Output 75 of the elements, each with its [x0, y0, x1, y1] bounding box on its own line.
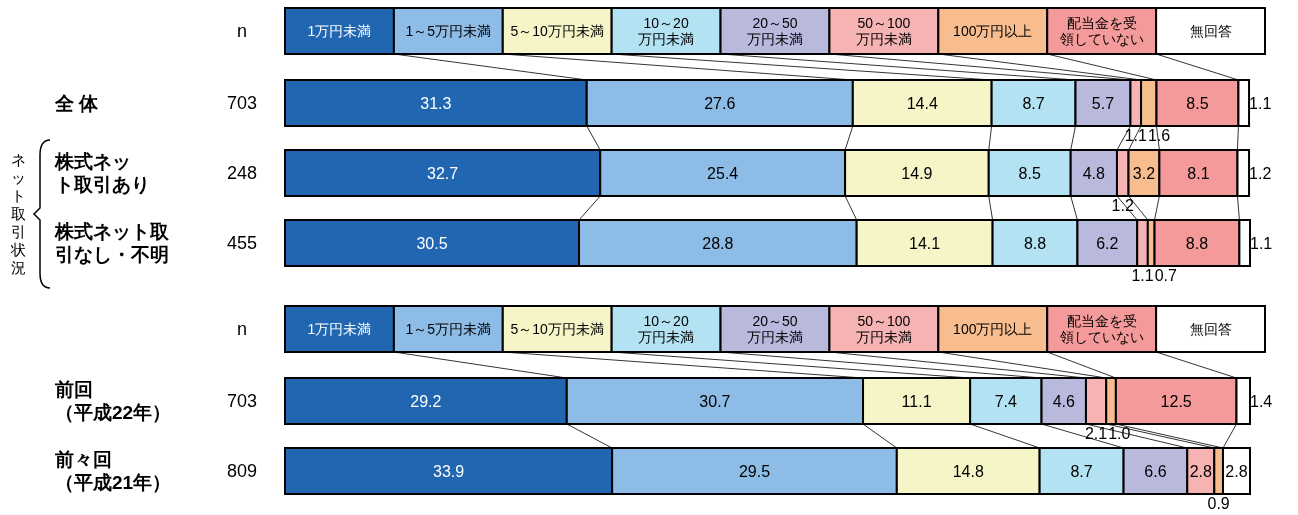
data-label: 0.7 [1154, 266, 1177, 284]
data-label: 1.1 [1131, 266, 1154, 284]
data-label: 27.6 [704, 94, 736, 112]
text: 100万円以上 [953, 23, 1033, 40]
text: n [236, 319, 248, 340]
text: 5～10万円未満 [510, 321, 604, 338]
data-label: 5.7 [1091, 94, 1115, 112]
data-label: 12.5 [1160, 392, 1192, 410]
y-tick-label: 前々回（平成21年） [54, 449, 172, 494]
data-label: 3.2 [1132, 164, 1156, 182]
text: 1～5万円未満 [405, 321, 492, 338]
data-label: 2.8 [1189, 462, 1212, 480]
data-label: 0.9 [1207, 494, 1230, 512]
data-label: 1.1 [1249, 94, 1272, 112]
text: 100万円以上 [953, 321, 1033, 338]
text: 1万円未満 [307, 321, 372, 338]
data-label: 14.9 [901, 164, 933, 182]
data-label: 8.7 [1022, 94, 1045, 112]
data-label: 8.8 [1185, 234, 1209, 252]
data-label: 32.7 [427, 164, 459, 182]
data-label: 14.8 [952, 462, 984, 480]
text: 20～50万円未満 [747, 14, 803, 48]
data-label: 25.4 [707, 164, 739, 182]
data-label: 2.1 [1084, 424, 1108, 442]
data-label: 1.6 [1147, 126, 1171, 144]
data-label: 11.1 [901, 392, 932, 410]
text: 50～100万円未満 [855, 14, 912, 48]
data-label: 8.7 [1070, 462, 1093, 480]
y-tick-label: 株式ネット取引なし・不明 [54, 221, 170, 266]
text: 50～100万円未満 [855, 312, 912, 346]
text: 703 [226, 93, 258, 114]
data-label: 1.2 [1249, 164, 1272, 182]
text: 248 [226, 163, 258, 184]
data-label: 8.5 [1186, 94, 1209, 112]
data-label: 29.5 [738, 462, 771, 480]
text: n [236, 21, 248, 42]
data-label: 4.6 [1052, 392, 1075, 410]
data-label: 31.3 [420, 94, 452, 112]
text: 10～20万円未満 [638, 312, 695, 346]
text: 1～5万円未満 [405, 23, 492, 40]
text: 703 [226, 391, 258, 412]
y-tick-label: 株式ネット取引あり [54, 151, 150, 196]
data-label: 1.4 [1250, 392, 1273, 410]
text: 無回答 [1189, 321, 1232, 338]
data-label: 2.8 [1225, 462, 1248, 480]
data-label: 4.8 [1082, 164, 1106, 182]
data-label: 14.1 [909, 234, 941, 252]
data-label: 29.2 [410, 392, 442, 410]
data-label: 14.4 [906, 94, 938, 112]
text: 1万円未満 [307, 23, 372, 40]
text: 20～50万円未満 [747, 312, 803, 346]
data-label: 1.0 [1108, 424, 1131, 442]
data-label: 8.1 [1187, 164, 1210, 182]
data-label: 6.2 [1096, 234, 1119, 252]
text: 809 [226, 461, 258, 482]
data-label: 1.1 [1124, 126, 1147, 144]
text: 10～20万円未満 [638, 14, 695, 48]
data-label: 6.6 [1144, 462, 1167, 480]
data-label: 28.8 [702, 234, 734, 252]
data-label: 8.5 [1018, 164, 1041, 182]
text: 配当金を受領していない [1059, 312, 1144, 346]
text: 455 [226, 233, 258, 254]
text: ネット取引状況 [9, 151, 26, 276]
data-label: 30.5 [416, 234, 448, 252]
text: 5～10万円未満 [510, 23, 604, 40]
data-label: 1.1 [1250, 234, 1273, 252]
text: 無回答 [1189, 23, 1232, 40]
y-tick-label: 全 体 [54, 92, 100, 114]
data-label: 7.4 [994, 392, 1018, 410]
text: 配当金を受領していない [1059, 14, 1144, 48]
y-tick-label: 前回（平成22年） [54, 379, 172, 424]
data-label: 33.9 [433, 462, 465, 480]
data-label: 8.8 [1023, 234, 1047, 252]
data-label: 1.2 [1111, 196, 1134, 214]
data-label: 30.7 [699, 392, 731, 410]
